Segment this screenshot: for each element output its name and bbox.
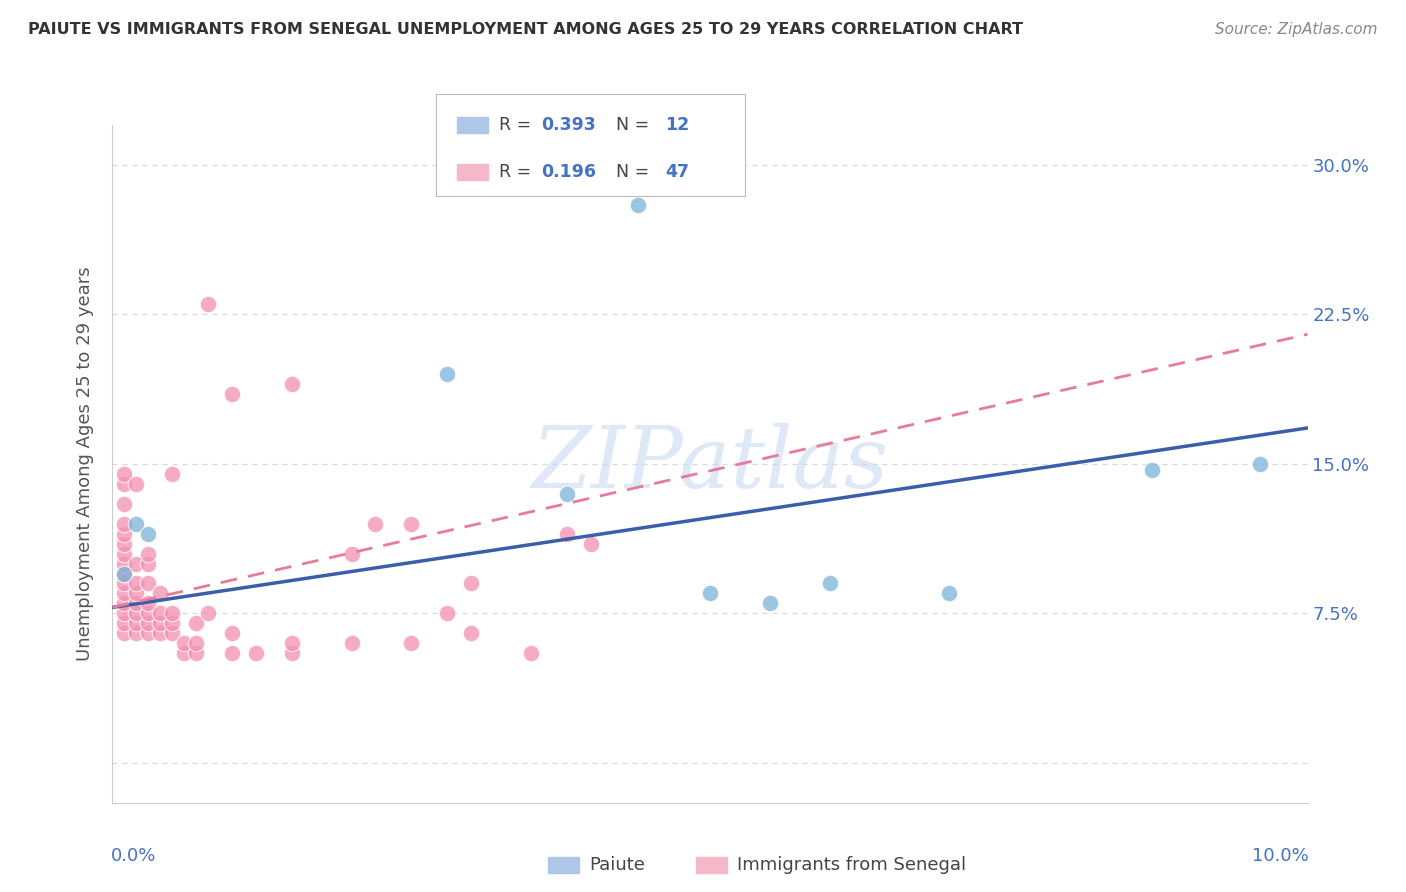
Point bbox=[186, 636, 208, 650]
Text: R =: R = bbox=[499, 163, 537, 181]
Point bbox=[149, 586, 172, 600]
Point bbox=[520, 646, 543, 660]
Point bbox=[401, 636, 423, 650]
Point bbox=[1249, 457, 1271, 471]
Point bbox=[818, 576, 841, 591]
Point bbox=[555, 487, 578, 501]
Point bbox=[197, 297, 219, 311]
Point bbox=[125, 596, 148, 610]
Point bbox=[114, 596, 135, 610]
Point bbox=[114, 547, 135, 561]
Point bbox=[938, 586, 960, 600]
Y-axis label: Unemployment Among Ages 25 to 29 years: Unemployment Among Ages 25 to 29 years bbox=[76, 267, 94, 661]
Point bbox=[114, 576, 135, 591]
Point bbox=[221, 387, 243, 401]
Point bbox=[114, 586, 135, 600]
Point bbox=[149, 607, 172, 621]
Text: 0.393: 0.393 bbox=[541, 116, 596, 134]
Point bbox=[114, 536, 135, 550]
Point bbox=[138, 607, 160, 621]
Point bbox=[162, 467, 183, 481]
Text: N =: N = bbox=[605, 163, 654, 181]
Point bbox=[125, 576, 148, 591]
Point bbox=[281, 377, 304, 392]
Point bbox=[162, 607, 183, 621]
Point bbox=[114, 607, 135, 621]
Point bbox=[114, 497, 135, 511]
Point bbox=[245, 646, 267, 660]
Point bbox=[125, 516, 148, 531]
Point bbox=[699, 586, 721, 600]
Point bbox=[460, 576, 482, 591]
Point bbox=[125, 586, 148, 600]
Point bbox=[436, 607, 458, 621]
Text: 0.0%: 0.0% bbox=[111, 847, 156, 865]
Point bbox=[138, 616, 160, 631]
Point bbox=[401, 516, 423, 531]
Point bbox=[114, 526, 135, 541]
Point bbox=[162, 626, 183, 640]
Point bbox=[125, 476, 148, 491]
Point bbox=[114, 476, 135, 491]
Point bbox=[114, 516, 135, 531]
Point bbox=[173, 636, 195, 650]
Text: 47: 47 bbox=[665, 163, 689, 181]
Point bbox=[138, 547, 160, 561]
Point bbox=[221, 626, 243, 640]
Text: 12: 12 bbox=[665, 116, 689, 134]
Point bbox=[125, 557, 148, 571]
Point bbox=[162, 616, 183, 631]
Text: N =: N = bbox=[605, 116, 654, 134]
Point bbox=[138, 596, 160, 610]
Point bbox=[579, 536, 602, 550]
Point bbox=[364, 516, 387, 531]
Text: R =: R = bbox=[499, 116, 537, 134]
Point bbox=[340, 547, 363, 561]
Text: ZIPatlas: ZIPatlas bbox=[531, 423, 889, 505]
Point bbox=[281, 646, 304, 660]
Text: 0.196: 0.196 bbox=[541, 163, 596, 181]
Text: PAIUTE VS IMMIGRANTS FROM SENEGAL UNEMPLOYMENT AMONG AGES 25 TO 29 YEARS CORRELA: PAIUTE VS IMMIGRANTS FROM SENEGAL UNEMPL… bbox=[28, 22, 1024, 37]
Point bbox=[114, 616, 135, 631]
Point bbox=[759, 596, 782, 610]
Point bbox=[114, 566, 135, 581]
Point bbox=[186, 646, 208, 660]
Point bbox=[340, 636, 363, 650]
Point bbox=[281, 636, 304, 650]
Point bbox=[197, 607, 219, 621]
Point bbox=[114, 626, 135, 640]
Point bbox=[173, 646, 195, 660]
Point bbox=[125, 607, 148, 621]
Text: Immigrants from Senegal: Immigrants from Senegal bbox=[737, 856, 966, 874]
Point bbox=[138, 526, 160, 541]
Point bbox=[221, 646, 243, 660]
Text: 10.0%: 10.0% bbox=[1251, 847, 1309, 865]
Point bbox=[138, 557, 160, 571]
Point bbox=[149, 626, 172, 640]
Point bbox=[114, 467, 135, 481]
Point bbox=[125, 626, 148, 640]
Point bbox=[627, 197, 650, 211]
Point bbox=[149, 616, 172, 631]
Point bbox=[125, 616, 148, 631]
Point bbox=[436, 367, 458, 381]
Text: Source: ZipAtlas.com: Source: ZipAtlas.com bbox=[1215, 22, 1378, 37]
Point bbox=[114, 566, 135, 581]
Point bbox=[138, 626, 160, 640]
Point bbox=[186, 616, 208, 631]
Point bbox=[114, 557, 135, 571]
Point bbox=[460, 626, 482, 640]
Point bbox=[138, 576, 160, 591]
Point bbox=[1140, 463, 1163, 477]
Point bbox=[555, 526, 578, 541]
Text: Paiute: Paiute bbox=[589, 856, 645, 874]
